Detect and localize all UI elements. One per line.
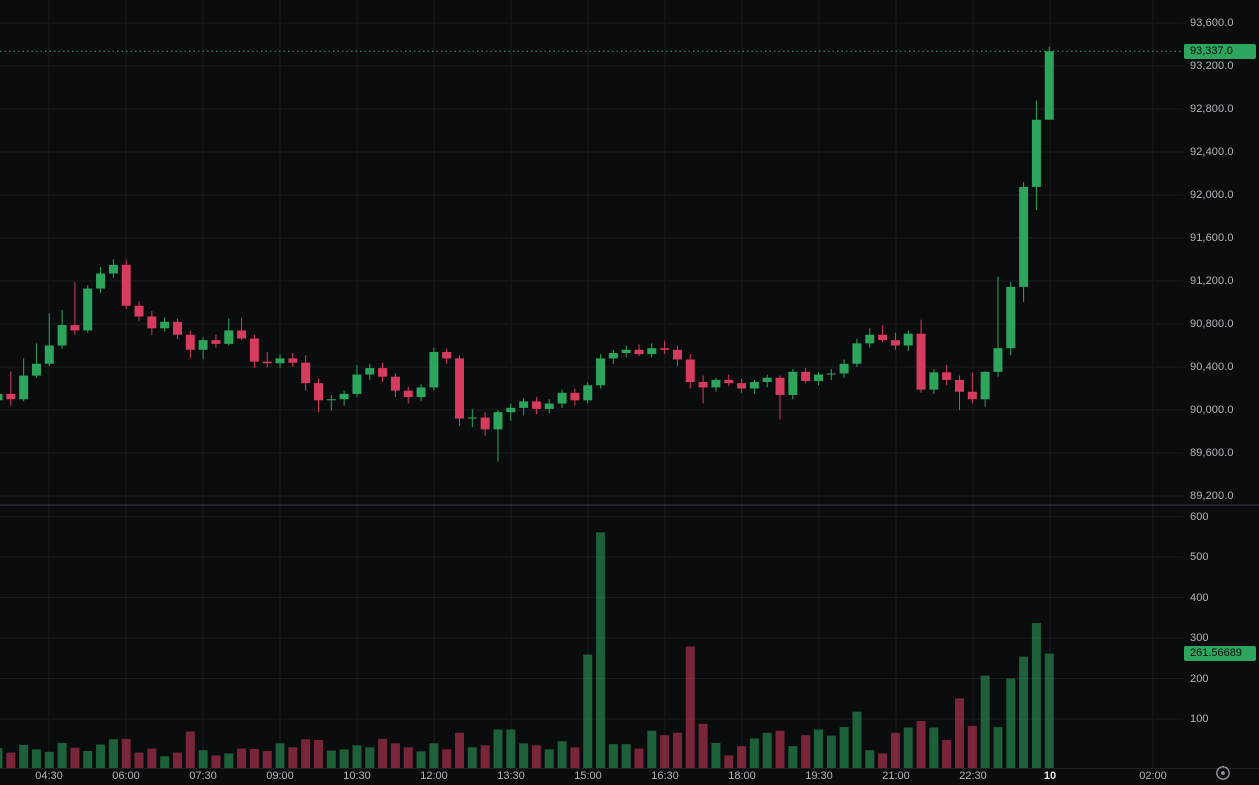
- volume-axis-label: 600: [1190, 510, 1209, 523]
- price-axis-label: 90,800.0: [1190, 318, 1234, 330]
- time-axis-label: 18:00: [728, 770, 756, 782]
- timezone-clock-icon[interactable]: [1211, 760, 1235, 784]
- time-axis-label: 15:00: [574, 770, 602, 782]
- time-axis-label: 12:00: [420, 770, 448, 782]
- time-axis-label: 13:30: [497, 770, 525, 782]
- price-axis-label: 92,000.0: [1190, 189, 1234, 201]
- price-axis-label: 90,400.0: [1190, 361, 1234, 373]
- time-axis-label: 16:30: [651, 770, 679, 782]
- volume-axis-label: 500: [1190, 551, 1209, 563]
- price-axis-label: 89,200.0: [1190, 490, 1234, 502]
- volume-axis-label: 200: [1190, 672, 1209, 685]
- current-volume-badge: 261.56689: [1184, 646, 1256, 662]
- time-axis-label: 21:00: [882, 770, 910, 782]
- volume-bars: [0, 532, 1054, 768]
- grid-lines: [0, 0, 1183, 768]
- price-axis-label: 92,400.0: [1190, 146, 1234, 158]
- price-axis-label: 91,200.0: [1190, 275, 1234, 287]
- time-axis-label: 09:00: [266, 770, 294, 782]
- price-axis-label: 93,200.0: [1190, 60, 1234, 72]
- price-axis-label: 92,800.0: [1190, 103, 1234, 115]
- candlesticks: [0, 46, 1054, 462]
- overlay-lines: [0, 50, 1259, 769]
- price-axis-label: 89,600.0: [1190, 447, 1234, 459]
- volume-axis-label: 100: [1190, 713, 1209, 725]
- time-axis-label: 04:30: [35, 770, 63, 782]
- price-axis-label: 91,600.0: [1190, 232, 1234, 244]
- time-axis-label: 19:30: [805, 770, 833, 782]
- time-axis-label: 07:30: [189, 770, 217, 782]
- time-axis-label: 22:30: [959, 770, 987, 782]
- time-axis-label: 10:30: [343, 770, 371, 782]
- time-axis-label: 10: [1043, 770, 1057, 782]
- volume-axis-label: 300: [1190, 632, 1209, 644]
- volume-axis-label: 400: [1190, 591, 1209, 604]
- current-price-badge: 93,337.0: [1184, 43, 1256, 59]
- price-axis-label: 93,600.0: [1190, 17, 1234, 29]
- price-axis-label: 90,000.0: [1190, 404, 1234, 416]
- time-axis-label: 06:00: [112, 770, 140, 782]
- time-axis-label: 02:00: [1139, 770, 1167, 782]
